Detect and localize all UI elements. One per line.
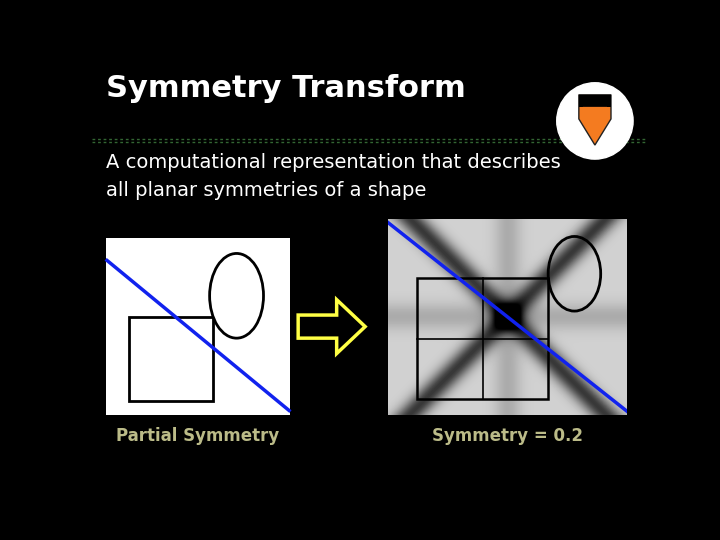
Ellipse shape xyxy=(210,253,264,338)
Bar xyxy=(129,316,213,401)
Text: A computational representation that describes
all planar symmetries of a shape: A computational representation that desc… xyxy=(106,153,560,200)
Text: Symmetry = 0.2: Symmetry = 0.2 xyxy=(432,427,583,445)
Text: Partial Symmetry: Partial Symmetry xyxy=(117,427,279,445)
Bar xyxy=(106,238,290,415)
Text: Symmetry Transform: Symmetry Transform xyxy=(106,75,465,103)
